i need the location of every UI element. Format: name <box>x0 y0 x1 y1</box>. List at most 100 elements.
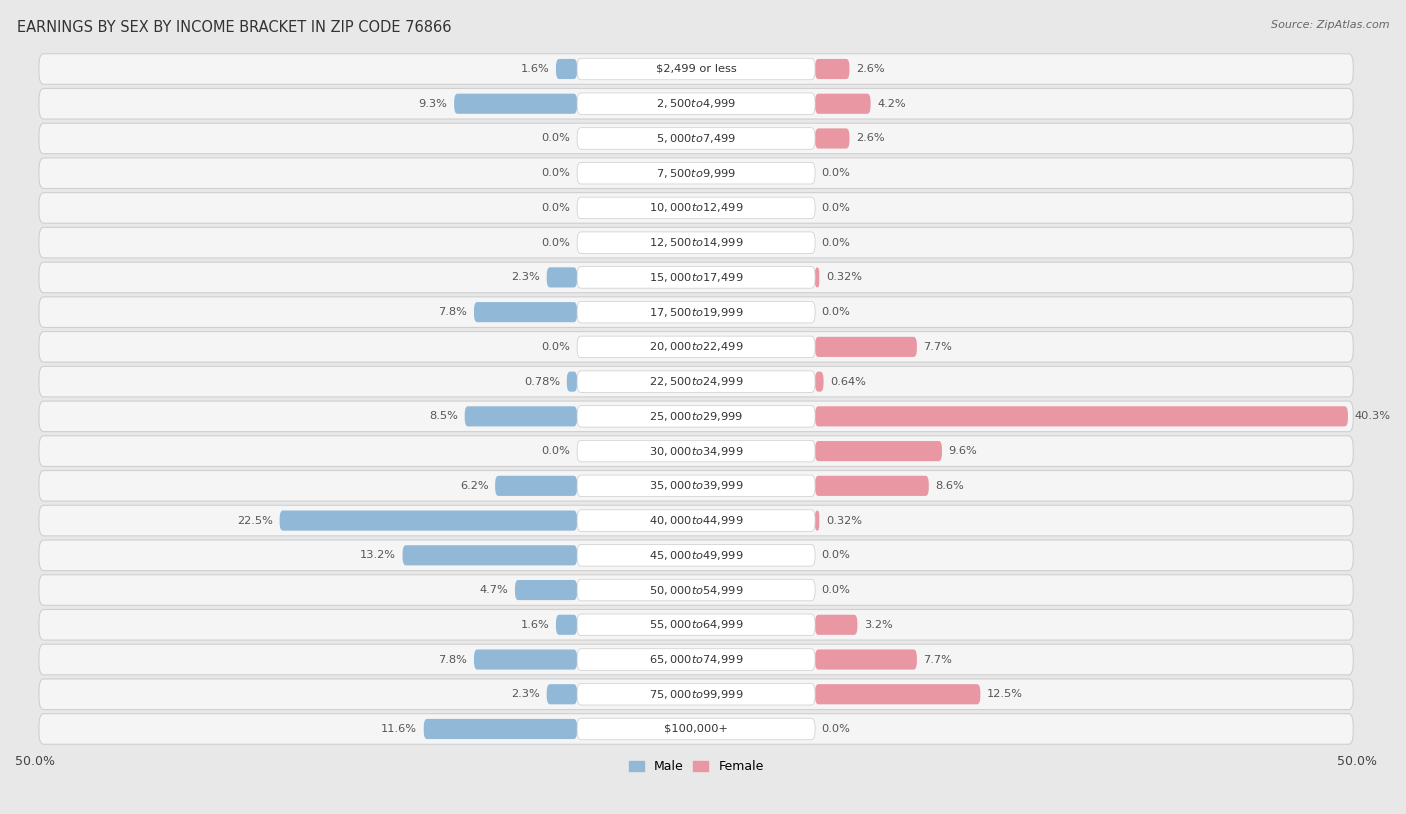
FancyBboxPatch shape <box>555 615 576 635</box>
Text: 0.0%: 0.0% <box>541 168 571 178</box>
FancyBboxPatch shape <box>815 406 1348 427</box>
FancyBboxPatch shape <box>39 401 1353 431</box>
Text: $45,000 to $49,999: $45,000 to $49,999 <box>648 549 744 562</box>
Text: 0.0%: 0.0% <box>821 307 851 317</box>
Text: 0.32%: 0.32% <box>825 515 862 526</box>
Text: 1.6%: 1.6% <box>520 64 550 74</box>
Text: $20,000 to $22,499: $20,000 to $22,499 <box>648 340 744 353</box>
Text: EARNINGS BY SEX BY INCOME BRACKET IN ZIP CODE 76866: EARNINGS BY SEX BY INCOME BRACKET IN ZIP… <box>17 20 451 35</box>
Text: $12,500 to $14,999: $12,500 to $14,999 <box>648 236 744 249</box>
Text: $5,000 to $7,499: $5,000 to $7,499 <box>657 132 737 145</box>
FancyBboxPatch shape <box>815 267 820 287</box>
Text: Source: ZipAtlas.com: Source: ZipAtlas.com <box>1271 20 1389 30</box>
FancyBboxPatch shape <box>474 650 576 670</box>
Text: 1.6%: 1.6% <box>520 619 550 630</box>
FancyBboxPatch shape <box>576 510 815 532</box>
Text: $65,000 to $74,999: $65,000 to $74,999 <box>648 653 744 666</box>
FancyBboxPatch shape <box>547 685 576 704</box>
FancyBboxPatch shape <box>576 267 815 288</box>
Text: $40,000 to $44,999: $40,000 to $44,999 <box>648 514 744 527</box>
Text: 0.0%: 0.0% <box>541 238 571 247</box>
Legend: Male, Female: Male, Female <box>623 755 769 778</box>
Text: 0.0%: 0.0% <box>541 342 571 352</box>
Text: $30,000 to $34,999: $30,000 to $34,999 <box>648 444 744 457</box>
FancyBboxPatch shape <box>39 227 1353 258</box>
FancyBboxPatch shape <box>39 575 1353 606</box>
Text: 0.32%: 0.32% <box>825 273 862 282</box>
FancyBboxPatch shape <box>576 580 815 601</box>
FancyBboxPatch shape <box>402 545 576 566</box>
FancyBboxPatch shape <box>39 89 1353 119</box>
FancyBboxPatch shape <box>454 94 576 114</box>
FancyBboxPatch shape <box>474 302 576 322</box>
FancyBboxPatch shape <box>576 301 815 323</box>
FancyBboxPatch shape <box>815 94 870 114</box>
FancyBboxPatch shape <box>576 336 815 357</box>
Text: 22.5%: 22.5% <box>238 515 273 526</box>
Text: 9.6%: 9.6% <box>949 446 977 456</box>
Text: $55,000 to $64,999: $55,000 to $64,999 <box>648 619 744 632</box>
FancyBboxPatch shape <box>576 475 815 497</box>
FancyBboxPatch shape <box>815 650 917 670</box>
FancyBboxPatch shape <box>515 580 576 600</box>
FancyBboxPatch shape <box>815 371 824 392</box>
FancyBboxPatch shape <box>280 510 576 531</box>
Text: 2.6%: 2.6% <box>856 133 884 143</box>
FancyBboxPatch shape <box>815 59 849 79</box>
FancyBboxPatch shape <box>815 441 942 462</box>
FancyBboxPatch shape <box>576 163 815 184</box>
FancyBboxPatch shape <box>576 59 815 80</box>
FancyBboxPatch shape <box>576 614 815 636</box>
FancyBboxPatch shape <box>576 371 815 392</box>
FancyBboxPatch shape <box>423 719 576 739</box>
Text: $75,000 to $99,999: $75,000 to $99,999 <box>648 688 744 701</box>
FancyBboxPatch shape <box>815 510 820 531</box>
Text: 13.2%: 13.2% <box>360 550 396 560</box>
Text: 0.0%: 0.0% <box>821 238 851 247</box>
FancyBboxPatch shape <box>576 197 815 219</box>
FancyBboxPatch shape <box>39 644 1353 675</box>
FancyBboxPatch shape <box>39 435 1353 466</box>
Text: $17,500 to $19,999: $17,500 to $19,999 <box>648 305 744 318</box>
FancyBboxPatch shape <box>576 684 815 705</box>
Text: 0.0%: 0.0% <box>821 724 851 734</box>
Text: 2.3%: 2.3% <box>512 689 540 699</box>
Text: $22,500 to $24,999: $22,500 to $24,999 <box>648 375 744 388</box>
Text: 0.0%: 0.0% <box>541 446 571 456</box>
Text: 7.8%: 7.8% <box>439 654 467 664</box>
Text: 2.6%: 2.6% <box>856 64 884 74</box>
FancyBboxPatch shape <box>576 232 815 253</box>
FancyBboxPatch shape <box>39 714 1353 744</box>
FancyBboxPatch shape <box>39 470 1353 501</box>
FancyBboxPatch shape <box>815 337 917 357</box>
Text: 2.3%: 2.3% <box>512 273 540 282</box>
FancyBboxPatch shape <box>39 54 1353 85</box>
Text: 0.0%: 0.0% <box>821 585 851 595</box>
Text: $7,500 to $9,999: $7,500 to $9,999 <box>657 167 737 180</box>
FancyBboxPatch shape <box>39 262 1353 293</box>
Text: 3.2%: 3.2% <box>865 619 893 630</box>
FancyBboxPatch shape <box>39 540 1353 571</box>
FancyBboxPatch shape <box>576 545 815 566</box>
FancyBboxPatch shape <box>39 193 1353 223</box>
Text: 0.0%: 0.0% <box>821 203 851 213</box>
FancyBboxPatch shape <box>39 158 1353 189</box>
FancyBboxPatch shape <box>576 128 815 149</box>
Text: $15,000 to $17,499: $15,000 to $17,499 <box>648 271 744 284</box>
Text: 7.7%: 7.7% <box>924 342 952 352</box>
Text: 0.0%: 0.0% <box>541 203 571 213</box>
FancyBboxPatch shape <box>576 649 815 670</box>
Text: 8.6%: 8.6% <box>935 481 965 491</box>
Text: 40.3%: 40.3% <box>1354 411 1391 422</box>
FancyBboxPatch shape <box>815 615 858 635</box>
Text: 0.78%: 0.78% <box>524 377 560 387</box>
FancyBboxPatch shape <box>576 93 815 115</box>
FancyBboxPatch shape <box>567 371 576 392</box>
Text: $25,000 to $29,999: $25,000 to $29,999 <box>650 410 744 422</box>
FancyBboxPatch shape <box>39 679 1353 710</box>
Text: 7.8%: 7.8% <box>439 307 467 317</box>
Text: 0.0%: 0.0% <box>541 133 571 143</box>
Text: $10,000 to $12,499: $10,000 to $12,499 <box>648 201 744 214</box>
FancyBboxPatch shape <box>555 59 576 79</box>
Text: 9.3%: 9.3% <box>419 98 447 109</box>
